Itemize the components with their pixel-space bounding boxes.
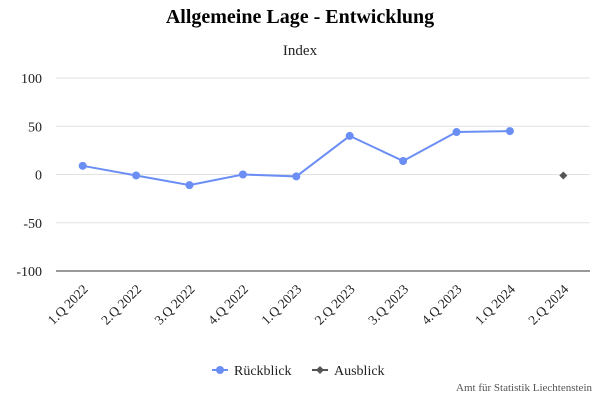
y-tick-label: 100 bbox=[21, 72, 42, 87]
x-tick-label: 1.Q 2024 bbox=[472, 281, 518, 327]
data-point[interactable] bbox=[292, 172, 301, 181]
x-tick-label: 1.Q 2022 bbox=[45, 282, 91, 328]
gridlines bbox=[56, 77, 590, 272]
x-tick-label: 4.Q 2022 bbox=[205, 282, 251, 328]
x-tick-label: 2.Q 2024 bbox=[525, 281, 571, 327]
x-tick-label: 4.Q 2023 bbox=[418, 281, 464, 327]
legend-marker bbox=[216, 366, 224, 374]
y-tick-label: -50 bbox=[23, 217, 42, 232]
legend-marker bbox=[316, 366, 324, 374]
credits[interactable]: Amt für Statistik Liechtenstein bbox=[456, 382, 592, 394]
y-axis-ticks: 100 50 0 -50 -100 bbox=[16, 72, 42, 280]
data-point[interactable] bbox=[238, 170, 247, 179]
x-tick-label: 3.Q 2022 bbox=[151, 282, 197, 328]
series-layer bbox=[78, 127, 568, 190]
legend[interactable]: Rückblick Ausblick bbox=[212, 364, 385, 379]
chart-title: Allgemeine Lage - Entwicklung bbox=[165, 6, 435, 28]
data-point[interactable] bbox=[78, 161, 87, 170]
data-point[interactable] bbox=[505, 127, 514, 136]
chart-subtitle: Index bbox=[282, 43, 318, 59]
legend-item-label[interactable]: Ausblick bbox=[334, 364, 385, 379]
data-point[interactable] bbox=[345, 131, 354, 140]
y-tick-label: 50 bbox=[28, 120, 42, 135]
data-point[interactable] bbox=[452, 128, 461, 137]
x-tick-label: 1.Q 2023 bbox=[258, 281, 304, 327]
data-point[interactable] bbox=[399, 156, 408, 165]
y-tick-label: -100 bbox=[16, 265, 42, 280]
y-tick-label: 0 bbox=[35, 169, 42, 184]
x-tick-label: 3.Q 2023 bbox=[365, 281, 411, 327]
x-tick-label: 2.Q 2022 bbox=[98, 282, 144, 328]
legend-item-label[interactable]: Rückblick bbox=[234, 364, 292, 379]
data-point[interactable] bbox=[132, 171, 141, 180]
data-point[interactable] bbox=[185, 181, 194, 190]
data-point[interactable] bbox=[559, 171, 568, 180]
x-axis-ticks: 1.Q 2022 2.Q 2022 3.Q 2022 4.Q 2022 1.Q 2023… bbox=[45, 281, 572, 327]
x-tick-label: 2.Q 2023 bbox=[312, 281, 358, 327]
